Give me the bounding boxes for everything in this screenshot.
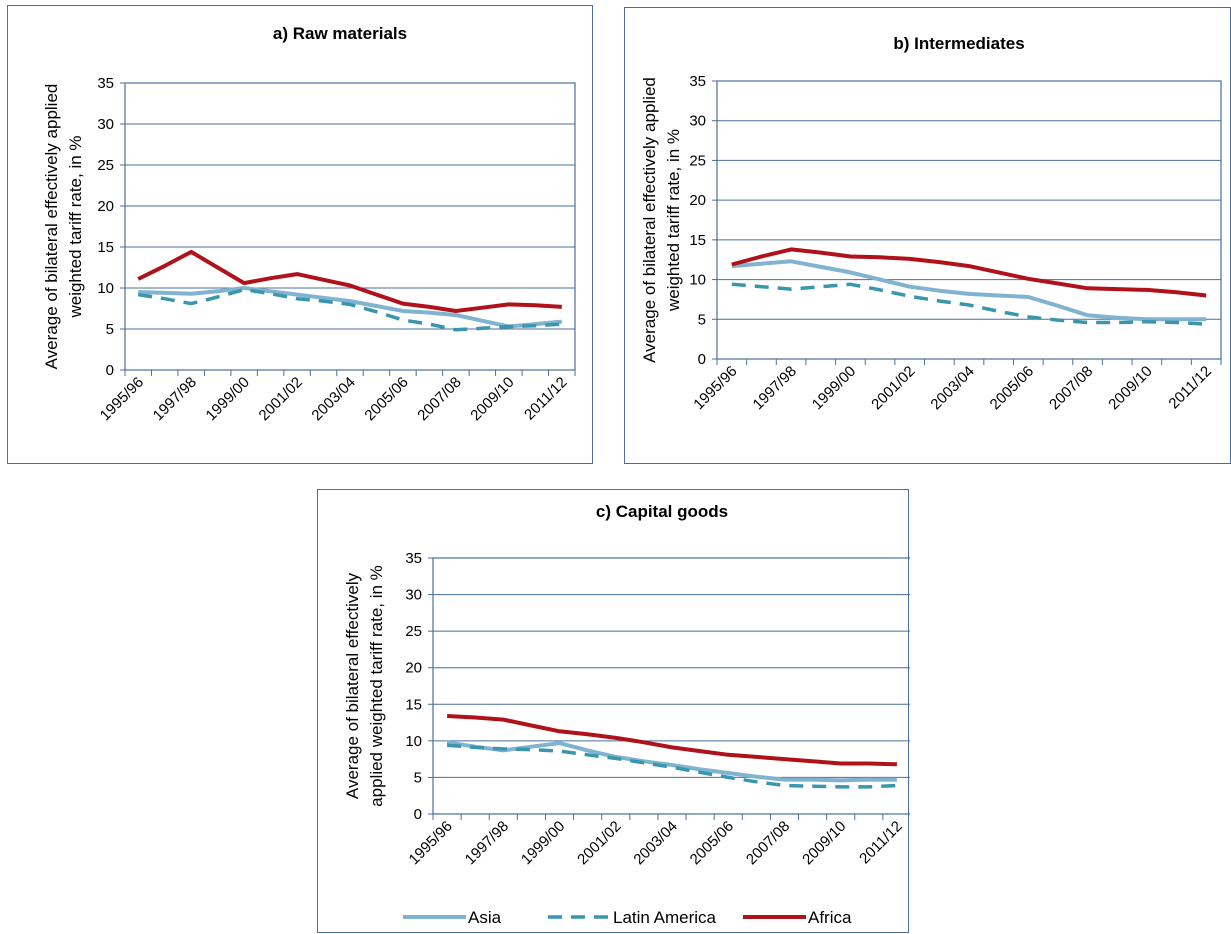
x-tick-label: 2009/10 xyxy=(467,374,517,424)
line-chart-raw-materials: a) Raw materials Average of bilateral eff… xyxy=(42,24,576,424)
series-line-latin-america xyxy=(731,282,1207,326)
series-line-latin-america xyxy=(137,287,562,332)
series-line-africa xyxy=(731,247,1207,298)
y-axis-label: weighted tariff rate, in % xyxy=(664,129,683,312)
y-tick-label: 0 xyxy=(106,362,114,379)
y-axis-label: Average of bilateral effectively xyxy=(343,572,362,799)
y-tick-label: 30 xyxy=(97,116,114,133)
x-tick-label: 1999/00 xyxy=(518,818,568,868)
x-tick-label: 2007/08 xyxy=(414,374,464,424)
y-tick-label: 0 xyxy=(698,351,706,368)
chart-panel-raw-materials: a) Raw materials Average of bilateral eff… xyxy=(7,5,593,464)
y-axis-label: Average of bilateral effectively applied xyxy=(42,84,61,370)
y-tick-label: 15 xyxy=(689,232,706,249)
y-tick-label: 20 xyxy=(689,192,706,209)
plot-area-frame xyxy=(716,80,1222,360)
y-tick-label: 10 xyxy=(405,733,422,750)
x-tick-label: 2007/08 xyxy=(743,818,793,868)
y-tick-label: 15 xyxy=(405,696,422,713)
x-tick-label: 1997/98 xyxy=(750,363,800,413)
x-tick-label: 2011/12 xyxy=(521,374,571,424)
x-tick-label: 2011/12 xyxy=(856,818,906,868)
y-tick-label: 10 xyxy=(689,272,706,289)
y-axis-label: Average of bilateral effectively applied xyxy=(640,77,659,363)
x-tick-label: 1997/98 xyxy=(150,374,200,424)
x-tick-label: 2011/12 xyxy=(1165,363,1215,413)
y-tick-label: 5 xyxy=(414,769,422,786)
y-tick-label: 5 xyxy=(106,321,114,338)
x-tick-label: 2007/08 xyxy=(1046,363,1096,413)
y-tick-label: 20 xyxy=(405,660,422,677)
x-tick-label: 1995/96 xyxy=(690,363,740,413)
y-tick-label: 15 xyxy=(97,239,114,256)
chart-title: a) Raw materials xyxy=(273,24,407,43)
x-tick-label: 1995/96 xyxy=(97,374,147,424)
x-tick-label: 2005/06 xyxy=(687,818,737,868)
plot-area-frame xyxy=(124,82,576,371)
x-tick-label: 2005/06 xyxy=(361,374,411,424)
y-axis-label: applied weighted tariff rate, in % xyxy=(367,565,386,807)
y-tick-label: 20 xyxy=(97,198,114,215)
y-tick-label: 35 xyxy=(689,73,706,90)
y-tick-label: 25 xyxy=(405,623,422,640)
x-tick-label: 2009/10 xyxy=(1105,363,1155,413)
x-tick-label: 2001/02 xyxy=(256,374,306,424)
series-line-latin-america xyxy=(446,743,897,789)
y-tick-label: 0 xyxy=(414,806,422,823)
x-tick-label: 2003/04 xyxy=(308,374,358,424)
x-tick-label: 2001/02 xyxy=(574,818,624,868)
y-tick-label: 35 xyxy=(97,75,114,92)
series-line-asia xyxy=(731,259,1207,322)
legend-label: Africa xyxy=(808,908,852,927)
line-chart-capital-goods: c) Capital goods Average of bilateral eff… xyxy=(343,502,910,927)
y-tick-label: 30 xyxy=(405,587,422,604)
plot-area-frame xyxy=(432,557,910,815)
x-tick-label: 2001/02 xyxy=(868,363,918,413)
y-tick-label: 10 xyxy=(97,280,114,297)
x-tick-label: 2005/06 xyxy=(987,363,1037,413)
legend-label: Latin America xyxy=(613,908,717,927)
y-tick-label: 5 xyxy=(698,311,706,328)
series-line-asia xyxy=(138,286,562,329)
chart-title: c) Capital goods xyxy=(596,502,728,521)
series-line-africa xyxy=(446,714,897,767)
y-axis-label: weighted tariff rate, in % xyxy=(66,135,85,318)
x-tick-label: 1999/00 xyxy=(809,363,859,413)
y-tick-label: 35 xyxy=(405,550,422,567)
x-tick-label: 2003/04 xyxy=(630,818,680,868)
x-tick-label: 1997/98 xyxy=(462,818,512,868)
legend-label: Asia xyxy=(468,908,502,927)
x-tick-label: 1999/00 xyxy=(203,374,253,424)
line-chart-intermediates: b) Intermediates Average of bilateral eff… xyxy=(640,34,1222,413)
x-tick-label: 2009/10 xyxy=(799,818,849,868)
y-tick-label: 25 xyxy=(689,152,706,169)
chart-panel-intermediates: b) Intermediates Average of bilateral eff… xyxy=(624,7,1231,464)
x-tick-label: 2003/04 xyxy=(927,363,977,413)
y-tick-label: 25 xyxy=(97,157,114,174)
chart-title: b) Intermediates xyxy=(893,34,1024,53)
x-tick-label: 1995/96 xyxy=(406,818,456,868)
series-line-africa xyxy=(137,249,562,313)
chart-panel-capital-goods: c) Capital goods Average of bilateral eff… xyxy=(317,489,910,933)
y-tick-label: 30 xyxy=(689,113,706,130)
